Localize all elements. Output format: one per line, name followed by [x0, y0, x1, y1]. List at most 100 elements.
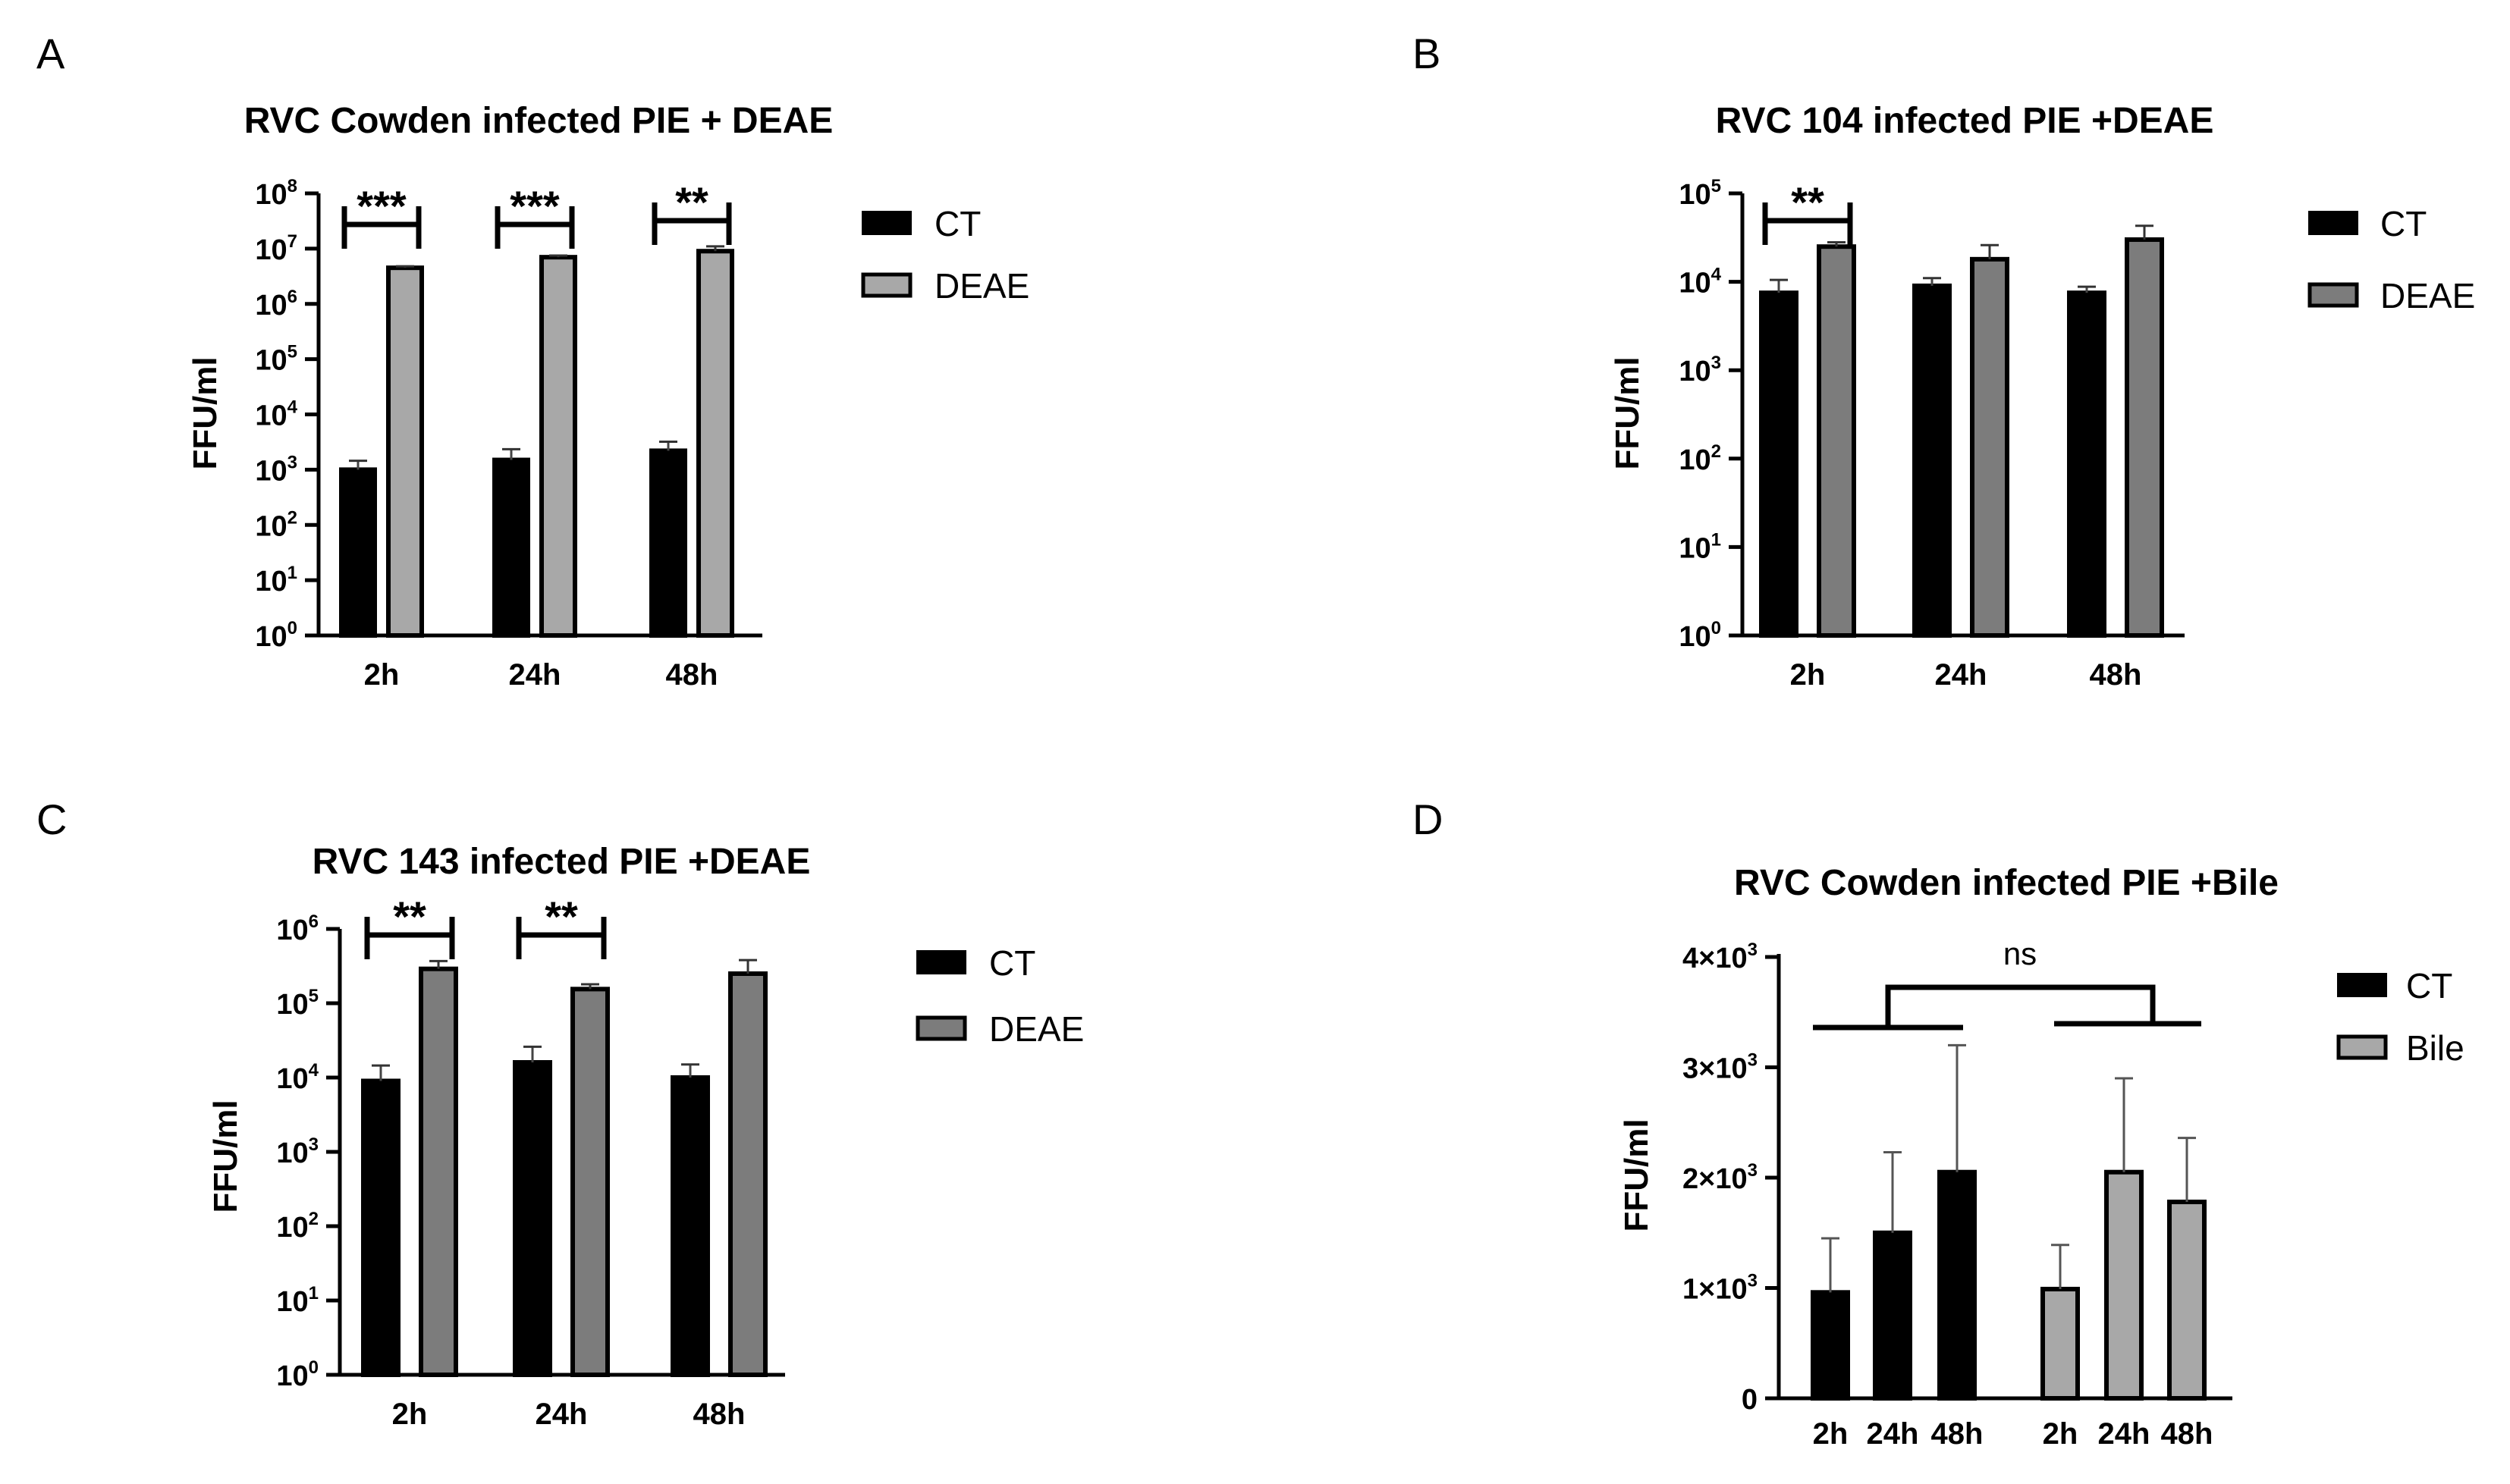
- significance-label: **: [675, 178, 708, 226]
- legend-swatch-deae: [861, 272, 913, 298]
- legend-swatch-bile: [2336, 1034, 2388, 1060]
- y-tick-label: 103: [1679, 353, 1721, 387]
- panel-letter: C: [36, 795, 67, 843]
- bar-bile-48h: [2167, 1200, 2207, 1401]
- y-tick-label: 105: [276, 986, 319, 1021]
- panel-letter: A: [36, 30, 65, 77]
- panel-a: A RVC Cowden infected PIE + DEAE FFU/ml …: [36, 30, 1029, 692]
- y-tick-label: 0: [1742, 1384, 1758, 1416]
- y-tick-label: 103: [255, 452, 297, 487]
- x-tick-label-2h: 2h: [392, 1398, 428, 1431]
- y-tick-label: 104: [276, 1060, 319, 1095]
- y-tick-label: 105: [255, 342, 297, 377]
- legend-swatch-ct: [2308, 211, 2358, 235]
- significance-label: **: [545, 893, 578, 940]
- bar-ct-24h: [1873, 1230, 1912, 1401]
- bars: [1811, 1043, 2207, 1401]
- x-tick-label-48h: 48h: [693, 1398, 746, 1431]
- bar-deae-48h: [696, 249, 734, 638]
- legend-item-deae: DEAE: [861, 266, 1029, 306]
- y-tick-label: 104: [1679, 265, 1721, 300]
- bars: [1759, 224, 2164, 638]
- y-tick-label: 108: [255, 176, 297, 211]
- y-tick-label: 102: [255, 507, 297, 542]
- significance-brackets: **: [1762, 178, 1853, 245]
- bar-ct-48h: [671, 1075, 710, 1377]
- y-ticks: 100 101 102 103 104 105 106 107 108: [255, 176, 319, 653]
- bar-ct-2h: [339, 467, 377, 638]
- x-tick-labels: 2h 24h 48h: [1790, 658, 2142, 692]
- bars: [339, 245, 734, 638]
- x-tick-label-48h: 48h: [2090, 658, 2142, 692]
- y-tick-label: 107: [255, 231, 297, 266]
- significance-label: ***: [357, 182, 407, 230]
- y-axis: 100 101 102 103 104 105 106 107 108: [255, 176, 321, 653]
- legend: CT DEAE: [861, 204, 1029, 306]
- panel-letter: D: [1412, 795, 1443, 843]
- chart-title: RVC 104 infected PIE +DEAE: [1716, 101, 2214, 141]
- x-tick-label-24h: 24h: [509, 658, 561, 692]
- x-tick-label-48h: 48h: [666, 658, 718, 692]
- significance-brackets: *** *** **: [341, 178, 732, 249]
- y-tick-label: 105: [1679, 176, 1721, 211]
- bar-deae-24h: [1970, 256, 2009, 638]
- legend: CT Bile: [2336, 966, 2464, 1068]
- y-tick-label: 102: [276, 1209, 319, 1244]
- bar-deae-24h: [539, 255, 577, 638]
- bar-bile-24h: [2104, 1169, 2144, 1401]
- x-tick-labels: 2h 24h 48h: [392, 1398, 746, 1431]
- legend: CT DEAE: [916, 943, 1084, 1049]
- y-ticks: 0 1×103 2×103 3×103 4×103: [1682, 940, 1779, 1416]
- x-tick-labels: 2h 24h 48h: [364, 658, 718, 692]
- y-axis: 100 101 102 103 104 105 106: [276, 911, 342, 1392]
- bar-deae-2h: [419, 966, 458, 1377]
- x-tick-label-2h: 2h: [1790, 658, 1826, 692]
- significance-bracket-48h: **: [652, 178, 732, 245]
- legend-label-deae: DEAE: [989, 1009, 1084, 1049]
- x-tick-label-24h: 24h: [536, 1398, 588, 1431]
- bar-deae-2h: [1817, 244, 1856, 638]
- legend-label-deae: DEAE: [2380, 276, 2475, 315]
- bar-ct-48h: [1937, 1169, 1977, 1401]
- panel-letter: B: [1412, 30, 1440, 77]
- y-ticks: 100 101 102 103 104 105: [1679, 176, 1742, 653]
- bar-deae-48h: [728, 971, 768, 1377]
- legend-label-ct: CT: [2406, 966, 2452, 1006]
- legend-label-deae: DEAE: [935, 266, 1029, 306]
- significance-label: **: [1791, 178, 1824, 226]
- chart-title: RVC Cowden infected PIE + DEAE: [244, 101, 834, 141]
- legend-item-bile: Bile: [2336, 1028, 2464, 1068]
- bar-ct-48h: [2067, 290, 2106, 638]
- bar-ct-24h: [492, 457, 530, 638]
- y-axis-label: FFU/ml: [187, 356, 224, 469]
- x-tick-label-2h: 2h: [364, 658, 400, 692]
- bar-deae-24h: [570, 987, 610, 1378]
- bar-ct-24h: [1912, 283, 1952, 638]
- chart-title: RVC 143 infected PIE +DEAE: [313, 842, 811, 882]
- x-tick-label-bile-2h: 2h: [2043, 1417, 2078, 1451]
- bar-bile-2h: [2040, 1286, 2080, 1401]
- significance-bracket-24h: **: [516, 893, 607, 959]
- y-tick-label: 2×103: [1682, 1160, 1758, 1195]
- bar-ct-2h: [361, 1078, 401, 1378]
- significance-label-ns: ns: [2003, 936, 2037, 971]
- legend-item-ct: CT: [916, 943, 1035, 983]
- significance-label: ***: [510, 182, 560, 230]
- y-axis: 0 1×103 2×103 3×103 4×103: [1682, 940, 1781, 1416]
- legend-item-ct: CT: [2308, 204, 2427, 243]
- panel-b: B RVC 104 infected PIE +DEAE FFU/ml 100 1…: [1412, 30, 2475, 692]
- significance-brackets: ** **: [364, 893, 607, 959]
- x-tick-label-24h: 24h: [1935, 658, 1987, 692]
- y-tick-label: 1×103: [1682, 1271, 1758, 1306]
- significance-label: **: [393, 893, 426, 940]
- legend: CT DEAE: [2307, 204, 2475, 315]
- y-axis-label: FFU/ml: [1609, 356, 1646, 469]
- x-tick-label-bile-48h: 48h: [2161, 1417, 2213, 1451]
- x-tick-label-ct-24h: 24h: [1867, 1417, 1919, 1451]
- legend-item-ct: CT: [2337, 966, 2452, 1006]
- y-tick-label: 100: [1679, 618, 1721, 653]
- significance-bracket-24h: ***: [495, 182, 575, 249]
- legend-item-ct: CT: [862, 204, 981, 243]
- bar-ct-2h: [1811, 1290, 1850, 1401]
